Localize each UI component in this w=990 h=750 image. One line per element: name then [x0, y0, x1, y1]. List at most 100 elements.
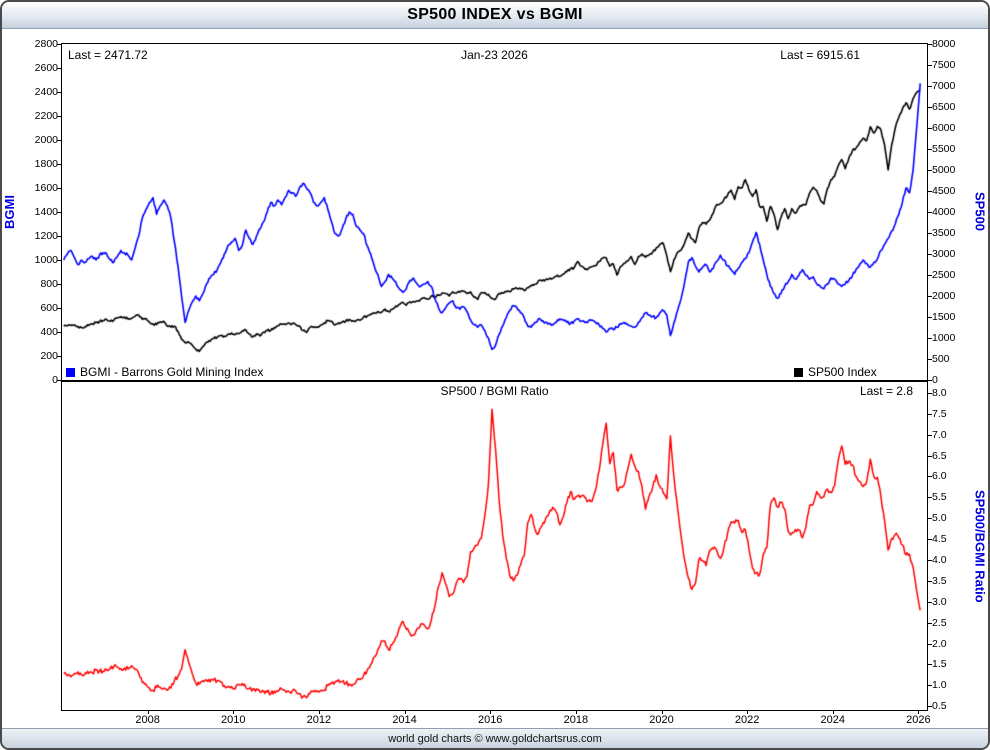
ratio-axis-tick-label: 1.0: [932, 679, 947, 692]
bgmi-legend-label: BGMI - Barrons Gold Mining Index: [80, 365, 264, 379]
x-axis-tick-label: 2014: [392, 714, 417, 726]
tick-mark: [928, 685, 932, 686]
right-axis-tick-label: 5000: [932, 164, 956, 176]
chart-date-label: Jan-23 2026: [461, 48, 528, 62]
right-axis-tick-label: 2000: [932, 290, 956, 302]
x-axis-tick-label: 2008: [135, 714, 160, 726]
left-axis-tick-label: 400: [40, 326, 58, 338]
tick-mark: [233, 710, 234, 714]
left-axis-tick-label: 0: [52, 374, 58, 386]
top-plot-area: [61, 43, 928, 381]
tick-mark: [662, 710, 663, 714]
left-axis-title: BGMI: [1, 195, 17, 229]
x-axis-tick-label: 2020: [649, 714, 674, 726]
tick-mark: [576, 710, 577, 714]
left-axis-tick-label: 1600: [34, 182, 58, 194]
tick-mark: [928, 149, 932, 150]
sp500-legend-swatch: [794, 367, 803, 377]
bottom-chart-canvas: [62, 382, 927, 710]
right-axis-title-sp500: SP500: [972, 192, 988, 232]
right-axis-tick-label: 2500: [932, 269, 956, 281]
tick-mark: [928, 380, 932, 381]
tick-mark: [918, 710, 919, 714]
tick-mark: [319, 710, 320, 714]
x-axis-tick-label: 2022: [734, 714, 760, 726]
tick-mark: [57, 164, 61, 165]
right-axis-tick-label: 7000: [932, 80, 956, 92]
left-axis-tick-label: 2600: [34, 62, 58, 74]
tick-mark: [928, 170, 932, 171]
right-axis-tick-label: 3500: [932, 227, 956, 239]
tick-mark: [833, 710, 834, 714]
tick-mark: [928, 359, 932, 360]
tick-mark: [928, 107, 932, 108]
right-axis-tick-label: 4000: [932, 206, 956, 218]
tick-mark: [928, 128, 932, 129]
tick-mark: [57, 236, 61, 237]
tick-mark: [928, 518, 932, 519]
tick-mark: [928, 191, 932, 192]
ratio-last-value-label: Last = 2.8: [859, 384, 913, 398]
ratio-axis-tick-label: 4.5: [932, 533, 947, 546]
legend-bgmi: BGMI - Barrons Gold Mining Index: [66, 365, 263, 379]
tick-mark: [928, 664, 932, 665]
tick-mark: [928, 539, 932, 540]
tick-mark: [148, 710, 149, 714]
right-axis-tick-label: 7500: [932, 59, 956, 71]
ratio-axis-tick-label: 2.0: [932, 637, 947, 650]
tick-mark: [928, 86, 932, 87]
right-axis-tick-label: 6500: [932, 101, 956, 113]
ratio-axis-tick-label: 2.5: [932, 616, 947, 629]
tick-mark: [57, 260, 61, 261]
left-axis-tick-label: 2200: [34, 110, 58, 122]
right-axis-tick-label: 0: [932, 374, 938, 386]
ratio-axis-tick-label: 3.5: [932, 574, 947, 587]
tick-mark: [57, 68, 61, 69]
tick-mark: [928, 623, 932, 624]
x-axis-tick-label: 2016: [477, 714, 503, 726]
tick-mark: [928, 602, 932, 603]
left-axis-tick-label: 2000: [34, 134, 58, 146]
x-axis-tick-label: 2012: [306, 714, 332, 726]
tick-mark: [57, 92, 61, 93]
tick-mark: [928, 456, 932, 457]
tick-mark: [57, 332, 61, 333]
right-axis-tick-label: 5500: [932, 143, 956, 155]
ratio-axis-tick-label: 7.5: [932, 407, 947, 420]
ratio-axis-tick-label: 5.5: [932, 491, 947, 504]
left-axis-tick-label: 2800: [34, 38, 58, 50]
tick-mark: [405, 710, 406, 714]
tick-mark: [57, 44, 61, 45]
left-axis-tick-label: 2400: [34, 86, 58, 98]
ratio-axis-tick-label: 4.0: [932, 553, 947, 566]
ratio-chart-title: SP500 / BGMI Ratio: [440, 384, 549, 398]
right-axis-tick-label: 8000: [932, 38, 956, 50]
tick-mark: [928, 233, 932, 234]
sp500-last-value-label: Last = 6915.61: [780, 48, 860, 62]
right-axis-tick-label: 1500: [932, 311, 956, 323]
x-axis-tick-label: 2018: [563, 714, 589, 726]
tick-mark: [928, 414, 932, 415]
footer-credit: world gold charts © www.goldchartsrus.co…: [388, 732, 602, 745]
sp500-legend-label: SP500 Index: [808, 365, 877, 379]
right-axis-tick-label: 1000: [932, 332, 956, 344]
left-axis-tick-label: 1200: [34, 230, 58, 242]
ratio-axis-tick-label: 3.0: [932, 595, 947, 608]
ratio-axis-tick-label: 5.0: [932, 512, 947, 525]
x-axis-tick-label: 2010: [221, 714, 246, 726]
tick-mark: [928, 212, 932, 213]
ratio-axis-tick-label: 1.5: [932, 658, 947, 671]
bgmi-legend-swatch: [66, 367, 75, 377]
tick-mark: [928, 296, 932, 297]
tick-mark: [747, 710, 748, 714]
tick-mark: [57, 380, 61, 381]
tick-mark: [57, 188, 61, 189]
left-axis-tick-label: 200: [40, 350, 58, 362]
legend-sp500: SP500 Index: [794, 365, 877, 379]
left-axis-tick-label: 1400: [34, 206, 58, 218]
tick-mark: [928, 435, 932, 436]
right-axis-tick-label: 500: [932, 353, 950, 365]
left-axis-tick-label: 600: [40, 302, 58, 314]
ratio-axis-tick-label: 6.0: [932, 470, 947, 483]
left-axis-tick-label: 1000: [34, 254, 58, 266]
